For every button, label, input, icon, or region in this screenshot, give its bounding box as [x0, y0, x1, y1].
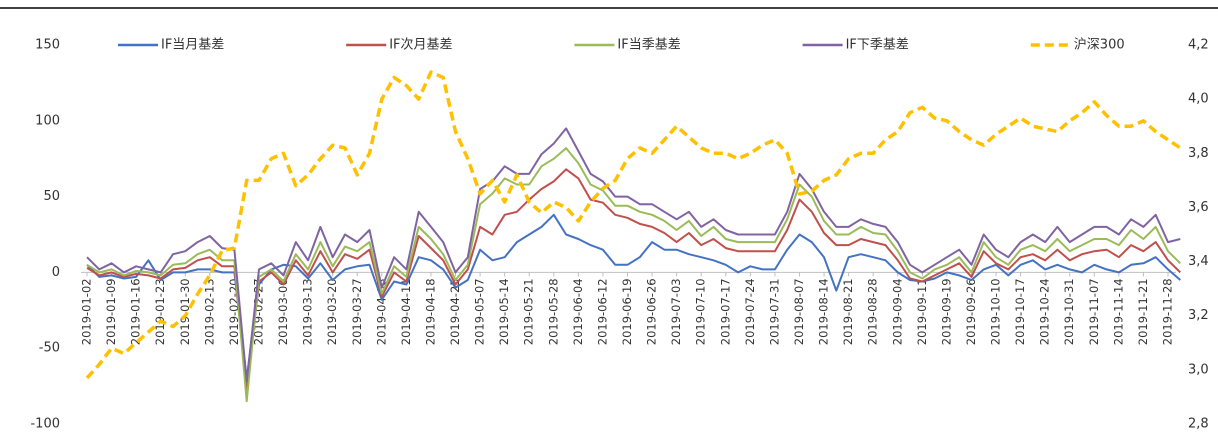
x-tick-label: 2019-06-26	[645, 278, 659, 345]
x-tick-label: 2019-09-19	[939, 278, 953, 345]
x-tick-label: 2019-08-21	[841, 278, 855, 345]
x-tick-label: 2019-11-28	[1161, 278, 1175, 345]
series-line	[86, 213, 1181, 380]
y-tick-label: -100	[30, 417, 60, 432]
x-tick-label: 2019-07-10	[694, 278, 708, 345]
x-tick-label: 2019-03-13	[301, 278, 315, 345]
legend-label: 沪深300	[1074, 37, 1125, 53]
x-tick-label: 2019-06-12	[595, 278, 609, 345]
x-tick-label: 2019-08-07	[792, 278, 806, 345]
x-tick-label: 2019-01-09	[104, 278, 118, 345]
x-tick-label: 2019-05-28	[546, 278, 560, 345]
x-tick-label: 2019-02-27	[251, 278, 265, 345]
legend-label: IF下季基差	[846, 38, 909, 53]
x-tick-label: 2019-05-07	[473, 278, 487, 345]
x-tick-label: 2019-06-04	[571, 278, 585, 345]
y-tick-label: 0	[52, 265, 60, 280]
y2-tick-label: 3,8	[1188, 146, 1209, 161]
y2-tick-label: 3,4	[1188, 254, 1209, 269]
y-tick-label: 100	[35, 113, 60, 128]
x-tick-label: 2019-10-10	[989, 278, 1003, 345]
x-tick-label: 2019-10-17	[1013, 278, 1027, 345]
x-tick-label: 2019-01-02	[80, 278, 94, 345]
series-line	[86, 127, 1181, 383]
y-tick-label: 150	[35, 38, 60, 53]
y2-tick-label: 4,2	[1188, 38, 1209, 53]
x-tick-label: 2019-10-24	[1038, 278, 1052, 345]
y2-tick-label: 4,0	[1188, 92, 1209, 107]
x-tick-label: 2019-04-25	[448, 278, 462, 345]
legend-label: IF当季基差	[617, 38, 680, 53]
x-tick-label: 2019-11-07	[1087, 278, 1101, 345]
x-tick-label: 2019-09-04	[890, 278, 904, 345]
series-line	[86, 147, 1182, 403]
x-tick-label: 2019-10-31	[1062, 278, 1076, 345]
legend-label: IF次月基差	[389, 37, 452, 53]
x-tick-label: 2019-05-21	[522, 278, 536, 345]
x-tick-label: 2019-11-14	[1111, 278, 1125, 345]
series-line	[86, 168, 1182, 392]
y2-tick-label: 3,2	[1188, 308, 1209, 323]
y2-tick-label: 3,0	[1188, 362, 1209, 377]
x-tick-label: 2019-09-26	[964, 278, 978, 345]
x-tick-label: 2019-02-13	[202, 278, 216, 345]
y-tick-label: 50	[43, 189, 60, 204]
x-tick-label: 2019-01-16	[129, 278, 143, 345]
legend-label: IF当月基差	[161, 38, 224, 53]
x-tick-label: 2019-08-14	[817, 278, 831, 345]
series-line	[85, 70, 1182, 380]
x-tick-label: 2019-03-27	[350, 278, 364, 345]
x-tick-label: 2019-07-17	[718, 278, 732, 345]
x-tick-label: 2019-07-24	[743, 278, 757, 345]
x-tick-label: 2019-07-03	[669, 278, 683, 345]
x-tick-label: 2019-04-11	[399, 278, 413, 345]
x-tick-label: 2019-01-30	[178, 278, 192, 345]
x-tick-label: 2019-05-14	[497, 278, 511, 345]
y2-tick-label: 3,6	[1188, 200, 1209, 215]
y2-tick-label: 2,8	[1188, 417, 1209, 432]
x-tick-label: 2019-06-19	[620, 278, 634, 345]
x-tick-label: 2019-04-18	[423, 278, 437, 345]
x-tick-label: 2019-11-21	[1136, 278, 1150, 345]
x-tick-label: 2019-03-20	[325, 278, 339, 345]
y-tick-label: -50	[39, 341, 60, 356]
x-tick-label: 2019-08-28	[866, 278, 880, 345]
x-tick-label: 2019-07-31	[767, 278, 781, 345]
x-tick-label: 2019-09-11	[915, 278, 929, 345]
x-tick-label: 2019-03-06	[276, 278, 290, 345]
x-tick-label: 2019-01-23	[153, 278, 167, 345]
